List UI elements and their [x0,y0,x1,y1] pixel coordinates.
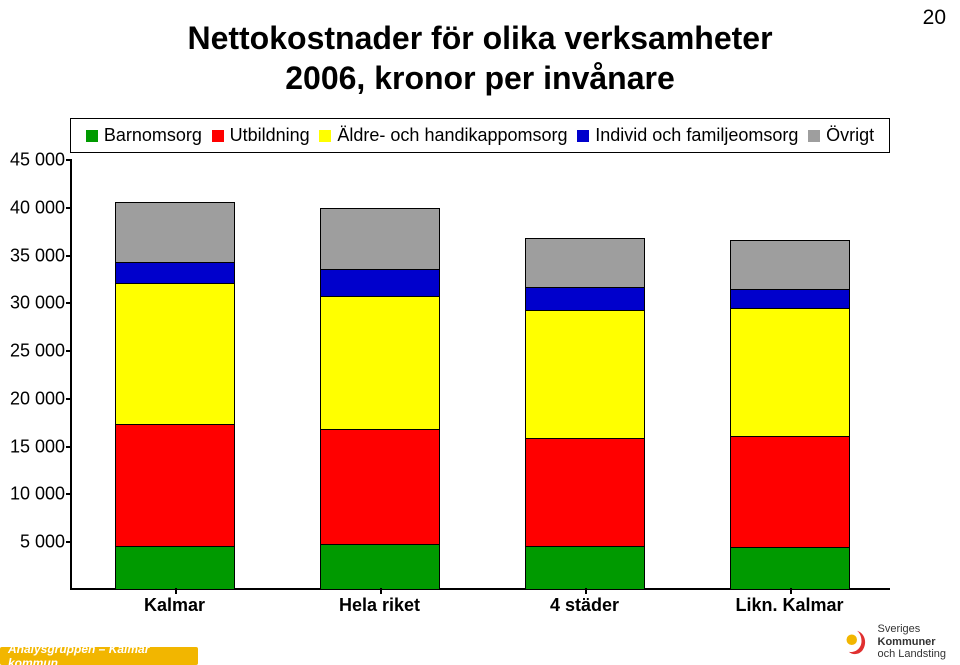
bar-segment-individ [526,287,644,310]
x-axis-tick [175,588,177,594]
bar-segment-aldre [321,296,439,430]
y-axis-label: 5 000 [0,532,65,553]
legend-swatch [577,130,589,142]
stacked-bar [320,208,440,588]
legend-swatch [86,130,98,142]
y-axis-tick [66,350,72,352]
bar-segment-individ [321,269,439,296]
y-axis-label: 10 000 [0,484,65,505]
y-axis-tick [66,398,72,400]
y-axis-label: 15 000 [0,436,65,457]
bar-segment-utbildning [731,436,849,547]
footer-bar: Analysgruppen – Kalmar kommun [0,647,198,665]
legend-item: Barnomsorg [86,125,202,146]
x-axis-tick [585,588,587,594]
x-axis-label: Kalmar [75,595,275,616]
legend-label: Individ och familjeomsorg [595,125,798,146]
bar-segment-utbildning [116,424,234,546]
bar-slot: Hela riket [320,158,440,588]
legend-swatch [808,130,820,142]
stacked-bar [730,240,850,588]
legend-label: Äldre- och handikappomsorg [337,125,567,146]
bar-segment-ovrigt [526,239,644,287]
y-axis-tick [66,207,72,209]
bar-slot: Kalmar [115,158,235,588]
plot-area: Kalmar Hela riket 4 städer Likn. Kalmar [70,160,890,590]
y-axis: 45 00040 00035 00030 00025 00020 00015 0… [0,160,65,590]
bar-segment-barnomsorg [116,546,234,589]
logo-line2: Kommuner [878,636,936,648]
logo-mark-icon [842,627,872,657]
logo: Sveriges Kommuner och Landsting [842,623,947,661]
y-axis-label: 30 000 [0,293,65,314]
legend-label: Barnomsorg [104,125,202,146]
title-line-2: 2006, kronor per invånare [285,60,675,96]
bar-segment-ovrigt [731,241,849,289]
y-axis-tick [66,302,72,304]
legend-item: Utbildning [212,125,310,146]
bar-segment-individ [731,289,849,308]
legend-swatch [212,130,224,142]
logo-line1: Sveriges [878,623,921,635]
legend-item: Individ och familjeomsorg [577,125,798,146]
title-line-1: Nettokostnader för olika verksamheter [187,20,772,56]
bar-segment-aldre [116,283,234,423]
bar-segment-barnomsorg [321,544,439,589]
logo-text: Sveriges Kommuner och Landsting [878,623,947,661]
slide: { "page_number": "20", "title_line1": "N… [0,0,960,665]
bar-segment-ovrigt [321,209,439,269]
bar-slot: 4 städer [525,158,645,588]
stacked-bar [115,202,235,588]
bar-segment-barnomsorg [731,547,849,589]
chart-area: 45 00040 00035 00030 00025 00020 00015 0… [70,160,890,590]
bar-segment-ovrigt [116,203,234,262]
x-axis-label: Likn. Kalmar [690,595,890,616]
y-axis-tick [66,159,72,161]
bar-segment-aldre [526,310,644,438]
bar-segment-barnomsorg [526,546,644,589]
x-axis-label: Hela riket [280,595,480,616]
bar-segment-individ [116,262,234,283]
y-axis-tick [66,493,72,495]
bar-segment-aldre [731,308,849,436]
x-axis-label: 4 städer [485,595,685,616]
legend: Barnomsorg Utbildning Äldre- och handikapp… [70,118,890,153]
y-axis-label: 40 000 [0,197,65,218]
footer: Analysgruppen – Kalmar kommun Sveriges K… [0,635,960,665]
logo-line3: och Landsting [878,648,947,660]
legend-swatch [319,130,331,142]
legend-item: Övrigt [808,125,874,146]
bar-slot: Likn. Kalmar [730,158,850,588]
bar-segment-utbildning [321,429,439,544]
y-axis-tick [66,446,72,448]
y-axis-label: 20 000 [0,388,65,409]
legend-label: Övrigt [826,125,874,146]
y-axis-tick [66,541,72,543]
legend-label: Utbildning [230,125,310,146]
footer-text: Analysgruppen – Kalmar kommun [8,642,198,665]
y-axis-tick [66,255,72,257]
x-axis-tick [380,588,382,594]
y-axis-label: 35 000 [0,245,65,266]
y-axis-label: 45 000 [0,150,65,171]
stacked-bar [525,238,645,588]
chart-title: Nettokostnader för olika verksamheter 20… [0,18,960,98]
legend-item: Äldre- och handikappomsorg [319,125,567,146]
x-axis-tick [790,588,792,594]
bar-segment-utbildning [526,438,644,546]
y-axis-label: 25 000 [0,341,65,362]
